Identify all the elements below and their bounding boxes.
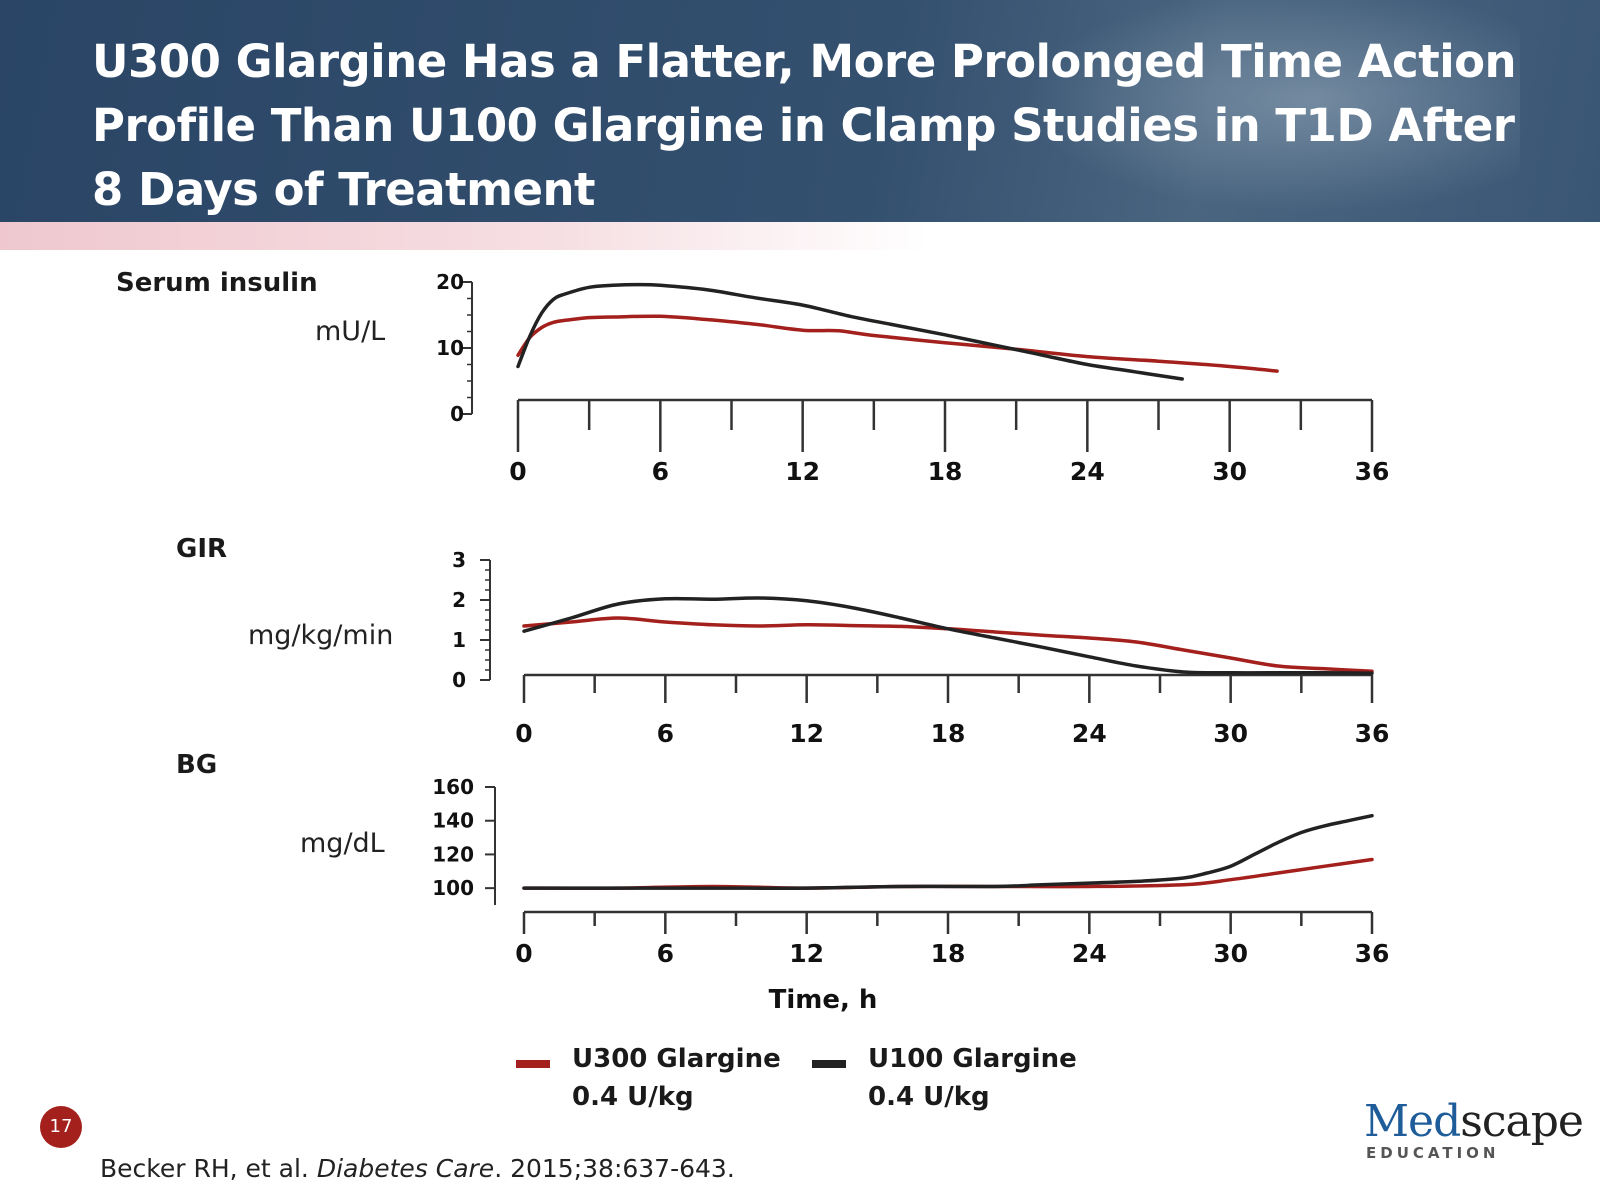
- x-tick-label-bg-4: 24: [1072, 939, 1107, 968]
- y-tick-label-bg-1: 120: [432, 842, 474, 866]
- x-tick-label-insulin-6: 36: [1355, 457, 1390, 486]
- series-line-gir-u300: [522, 616, 1374, 673]
- citation-journal: Diabetes Care: [316, 1154, 495, 1183]
- legend-swatch-u100: [812, 1060, 846, 1068]
- panel-label-insulin: Serum insulin: [116, 268, 318, 298]
- slide-number-badge: 17: [40, 1106, 82, 1148]
- x-tick-label-gir-4: 24: [1072, 719, 1107, 748]
- y-tick-label-insulin-2: 20: [436, 270, 464, 294]
- x-tick-label-gir-2: 12: [789, 719, 824, 748]
- x-tick-label-bg-0: 0: [515, 939, 532, 968]
- x-tick-label-gir-1: 6: [657, 719, 674, 748]
- logo-med: Med: [1364, 1096, 1461, 1147]
- x-tick-label-insulin-4: 24: [1070, 457, 1105, 486]
- legend-u100: U100 Glargine 0.4 U/kg: [812, 1040, 1077, 1116]
- legend-u300-name: U300 Glargine: [572, 1044, 781, 1074]
- y-tick-label-bg-2: 140: [432, 809, 474, 833]
- y-tick-label-insulin-1: 10: [436, 336, 464, 360]
- citation-authors: Becker RH, et al.: [100, 1154, 317, 1183]
- x-tick-label-insulin-0: 0: [509, 457, 526, 486]
- legend-u100-name: U100 Glargine: [868, 1044, 1077, 1074]
- ylabel-insulin: mU/L: [315, 316, 386, 347]
- y-tick-label-gir-3: 3: [452, 548, 466, 572]
- y-tick-label-gir-2: 2: [452, 588, 466, 612]
- logo-scape: scape: [1460, 1096, 1584, 1147]
- x-tick-label-bg-1: 6: [657, 939, 674, 968]
- y-tick-label-bg-3: 160: [432, 775, 474, 799]
- x-tick-label-bg-2: 12: [789, 939, 824, 968]
- series-line-bg-u300: [522, 857, 1374, 890]
- legend-u100-dose: 0.4 U/kg: [868, 1082, 990, 1112]
- x-tick-label-insulin-5: 30: [1212, 457, 1247, 486]
- header-glow: [1000, 0, 1520, 222]
- series-line-insulin-u300: [516, 314, 1279, 373]
- legend-u300-dose: 0.4 U/kg: [572, 1082, 694, 1112]
- citation: Becker RH, et al. Diabetes Care. 2015;38…: [100, 1154, 735, 1183]
- y-tick-label-bg-0: 100: [432, 876, 474, 900]
- legend-swatch-u300: [516, 1060, 550, 1068]
- x-axis-label-bg: Time, h: [769, 985, 878, 1015]
- medscape-logo: Medscape EDUCATION: [1364, 1100, 1584, 1163]
- x-tick-label-gir-5: 30: [1213, 719, 1248, 748]
- accent-band: [0, 222, 1600, 250]
- slide-title: U300 Glargine Has a Flatter, More Prolon…: [92, 35, 1517, 216]
- y-tick-label-gir-1: 1: [452, 628, 466, 652]
- ylabel-gir: mg/kg/min: [248, 620, 394, 651]
- logo-education: EDUCATION: [1366, 1144, 1500, 1162]
- panel-label-gir: GIR: [176, 534, 228, 564]
- series-line-insulin-u100: [516, 282, 1184, 381]
- legend-u300: U300 Glargine 0.4 U/kg: [516, 1040, 781, 1116]
- panel-label-bg: BG: [176, 750, 218, 780]
- x-tick-label-insulin-2: 12: [785, 457, 820, 486]
- x-tick-label-bg-3: 18: [931, 939, 966, 968]
- x-tick-label-gir-3: 18: [931, 719, 966, 748]
- x-tick-label-bg-6: 36: [1355, 939, 1390, 968]
- x-tick-label-gir-0: 0: [515, 719, 532, 748]
- x-tick-label-bg-5: 30: [1213, 939, 1248, 968]
- x-tick-label-gir-6: 36: [1355, 719, 1390, 748]
- slide-header: U300 Glargine Has a Flatter, More Prolon…: [0, 0, 1600, 222]
- ylabel-bg: mg/dL: [300, 828, 385, 859]
- series-line-gir-u100: [522, 596, 1374, 675]
- y-tick-label-gir-0: 0: [452, 668, 466, 692]
- citation-rest: . 2015;38:637-643.: [494, 1154, 735, 1183]
- x-tick-label-insulin-3: 18: [928, 457, 963, 486]
- x-tick-label-insulin-1: 6: [652, 457, 669, 486]
- y-tick-label-insulin-0: 0: [450, 402, 464, 426]
- series-line-bg-u100: [522, 813, 1374, 890]
